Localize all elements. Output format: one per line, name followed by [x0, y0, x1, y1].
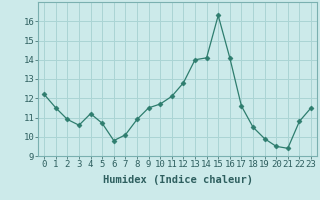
X-axis label: Humidex (Indice chaleur): Humidex (Indice chaleur) — [103, 175, 252, 185]
